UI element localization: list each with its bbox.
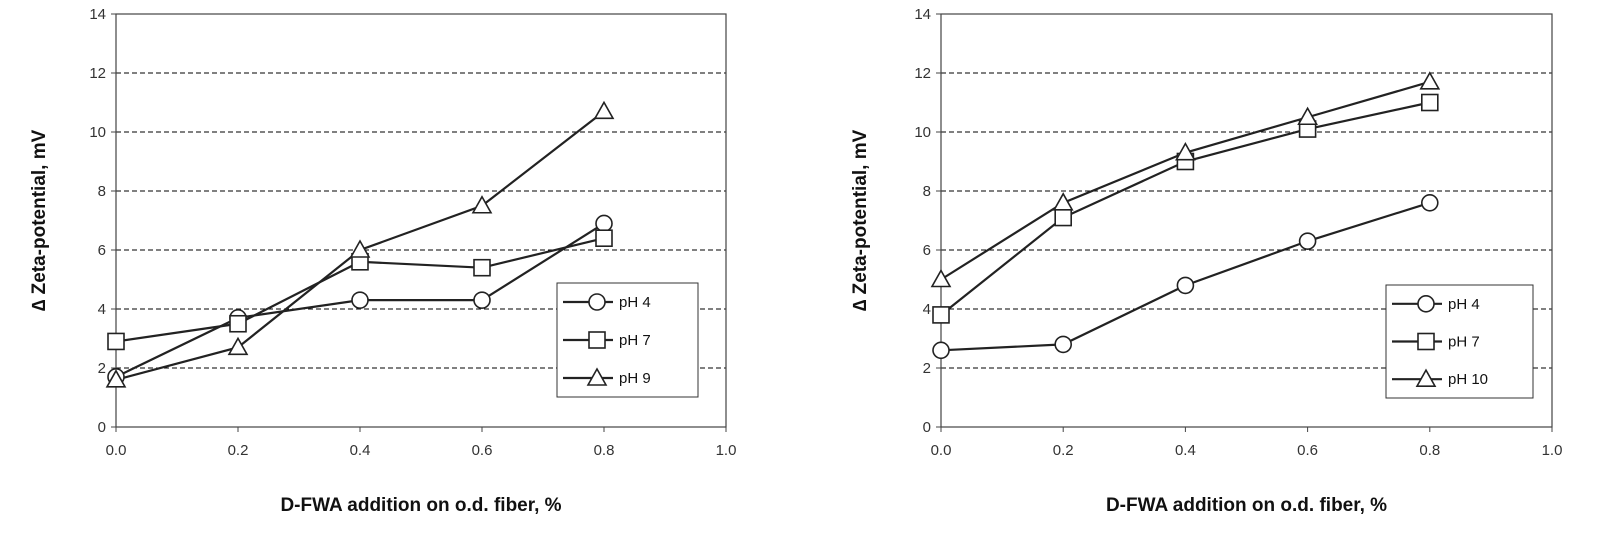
legend: pH 4 pH 7 pH 9 [556,282,699,398]
y-tick-label: 6 [98,242,106,259]
x-tick-label: 1.0 [716,442,737,459]
legend: pH 4 pH 7 pH 10 [1385,284,1534,399]
y-axis-title: ∆ Zeta-potential, mV [850,129,871,311]
y-axis-title: ∆ Zeta-potential, mV [29,129,50,311]
data-point-ph-10 [930,268,952,288]
legend-label: pH 9 [619,370,651,387]
data-point-ph-7 [473,258,491,277]
y-tick-label: 4 [98,301,106,318]
y-tick-label: 10 [89,124,106,141]
x-tick-label: 0.0 [931,442,952,459]
legend-label: pH 10 [1448,371,1488,388]
y-tick-label: 2 [98,360,106,377]
legend-label: pH 4 [1448,296,1480,313]
y-tick-label: 8 [98,183,106,200]
x-tick-label: 0.6 [1297,442,1318,459]
data-point-ph-10 [1175,142,1196,161]
legend-marker [1415,368,1437,387]
y-tick-label: 14 [914,6,931,23]
y-tick-label: 8 [923,183,931,200]
data-point-ph-9 [105,369,127,388]
x-tick-label: 0.4 [350,442,371,459]
x-axis-title: D-FWA addition on o.d. fiber, % [280,495,561,516]
data-point-ph-7 [932,306,950,324]
x-tick-label: 0.2 [228,442,249,459]
plot-area-frame [115,13,727,428]
y-tick-label: 6 [923,242,931,259]
plot-area-frame [940,13,1553,428]
legend-marker [588,293,606,311]
data-point-ph-7 [107,332,125,351]
legend-label: pH 7 [619,332,651,349]
y-tick-label: 2 [923,360,931,377]
x-tick-label: 0.0 [106,442,127,459]
data-point-ph-4 [1298,232,1317,250]
x-tick-label: 0.4 [1175,442,1196,459]
data-point-ph-4 [932,341,950,360]
data-point-ph-10 [1419,71,1441,90]
legend-marker [588,331,606,349]
legend-marker [1417,295,1435,313]
x-tick-label: 0.8 [594,442,615,459]
data-point-ph-4 [1176,276,1195,295]
data-point-ph-7 [229,314,247,333]
data-point-ph-7 [1421,93,1439,112]
y-tick-label: 0 [98,419,106,436]
data-point-ph-10 [1297,106,1318,126]
x-tick-label: 0.6 [472,442,493,459]
data-point-ph-4 [473,291,491,309]
data-point-ph-9 [349,239,371,258]
data-point-ph-4 [351,291,369,309]
legend-label: pH 4 [619,294,651,311]
data-point-ph-9 [593,100,615,120]
legend-marker [1417,332,1435,351]
data-point-ph-4 [595,214,613,233]
y-tick-label: 10 [914,124,931,141]
x-tick-label: 0.8 [1419,442,1440,459]
data-point-ph-10 [1052,192,1074,211]
y-tick-label: 14 [89,6,106,23]
x-tick-label: 1.0 [1542,442,1563,459]
x-axis-title: D-FWA addition on o.d. fiber, % [1106,495,1387,516]
data-point-ph-4 [1421,194,1439,212]
y-tick-label: 12 [914,65,931,82]
chart-left: 0 2 4 6 8 10 12 14 0.0 0.2 0.4 0.6 0.8 1.0 D-FWA addit… [29,6,736,516]
data-point-ph-7 [595,229,613,247]
y-tick-label: 12 [89,65,106,82]
y-tick-label: 4 [923,301,931,318]
legend-label: pH 7 [1448,334,1480,351]
series-line-ph-4 [940,201,1431,352]
data-point-ph-9 [227,336,249,356]
x-tick-label: 0.2 [1053,442,1074,459]
y-tick-label: 0 [923,419,931,436]
data-point-ph-7 [1054,208,1072,227]
data-point-ph-9 [471,195,493,214]
legend-marker [586,367,608,386]
chart-right: 0 2 4 6 8 10 12 14 0.0 0.2 0.4 0.6 0.8 1.0 D-FWA addit… [850,6,1562,516]
data-point-ph-4 [1054,335,1072,354]
